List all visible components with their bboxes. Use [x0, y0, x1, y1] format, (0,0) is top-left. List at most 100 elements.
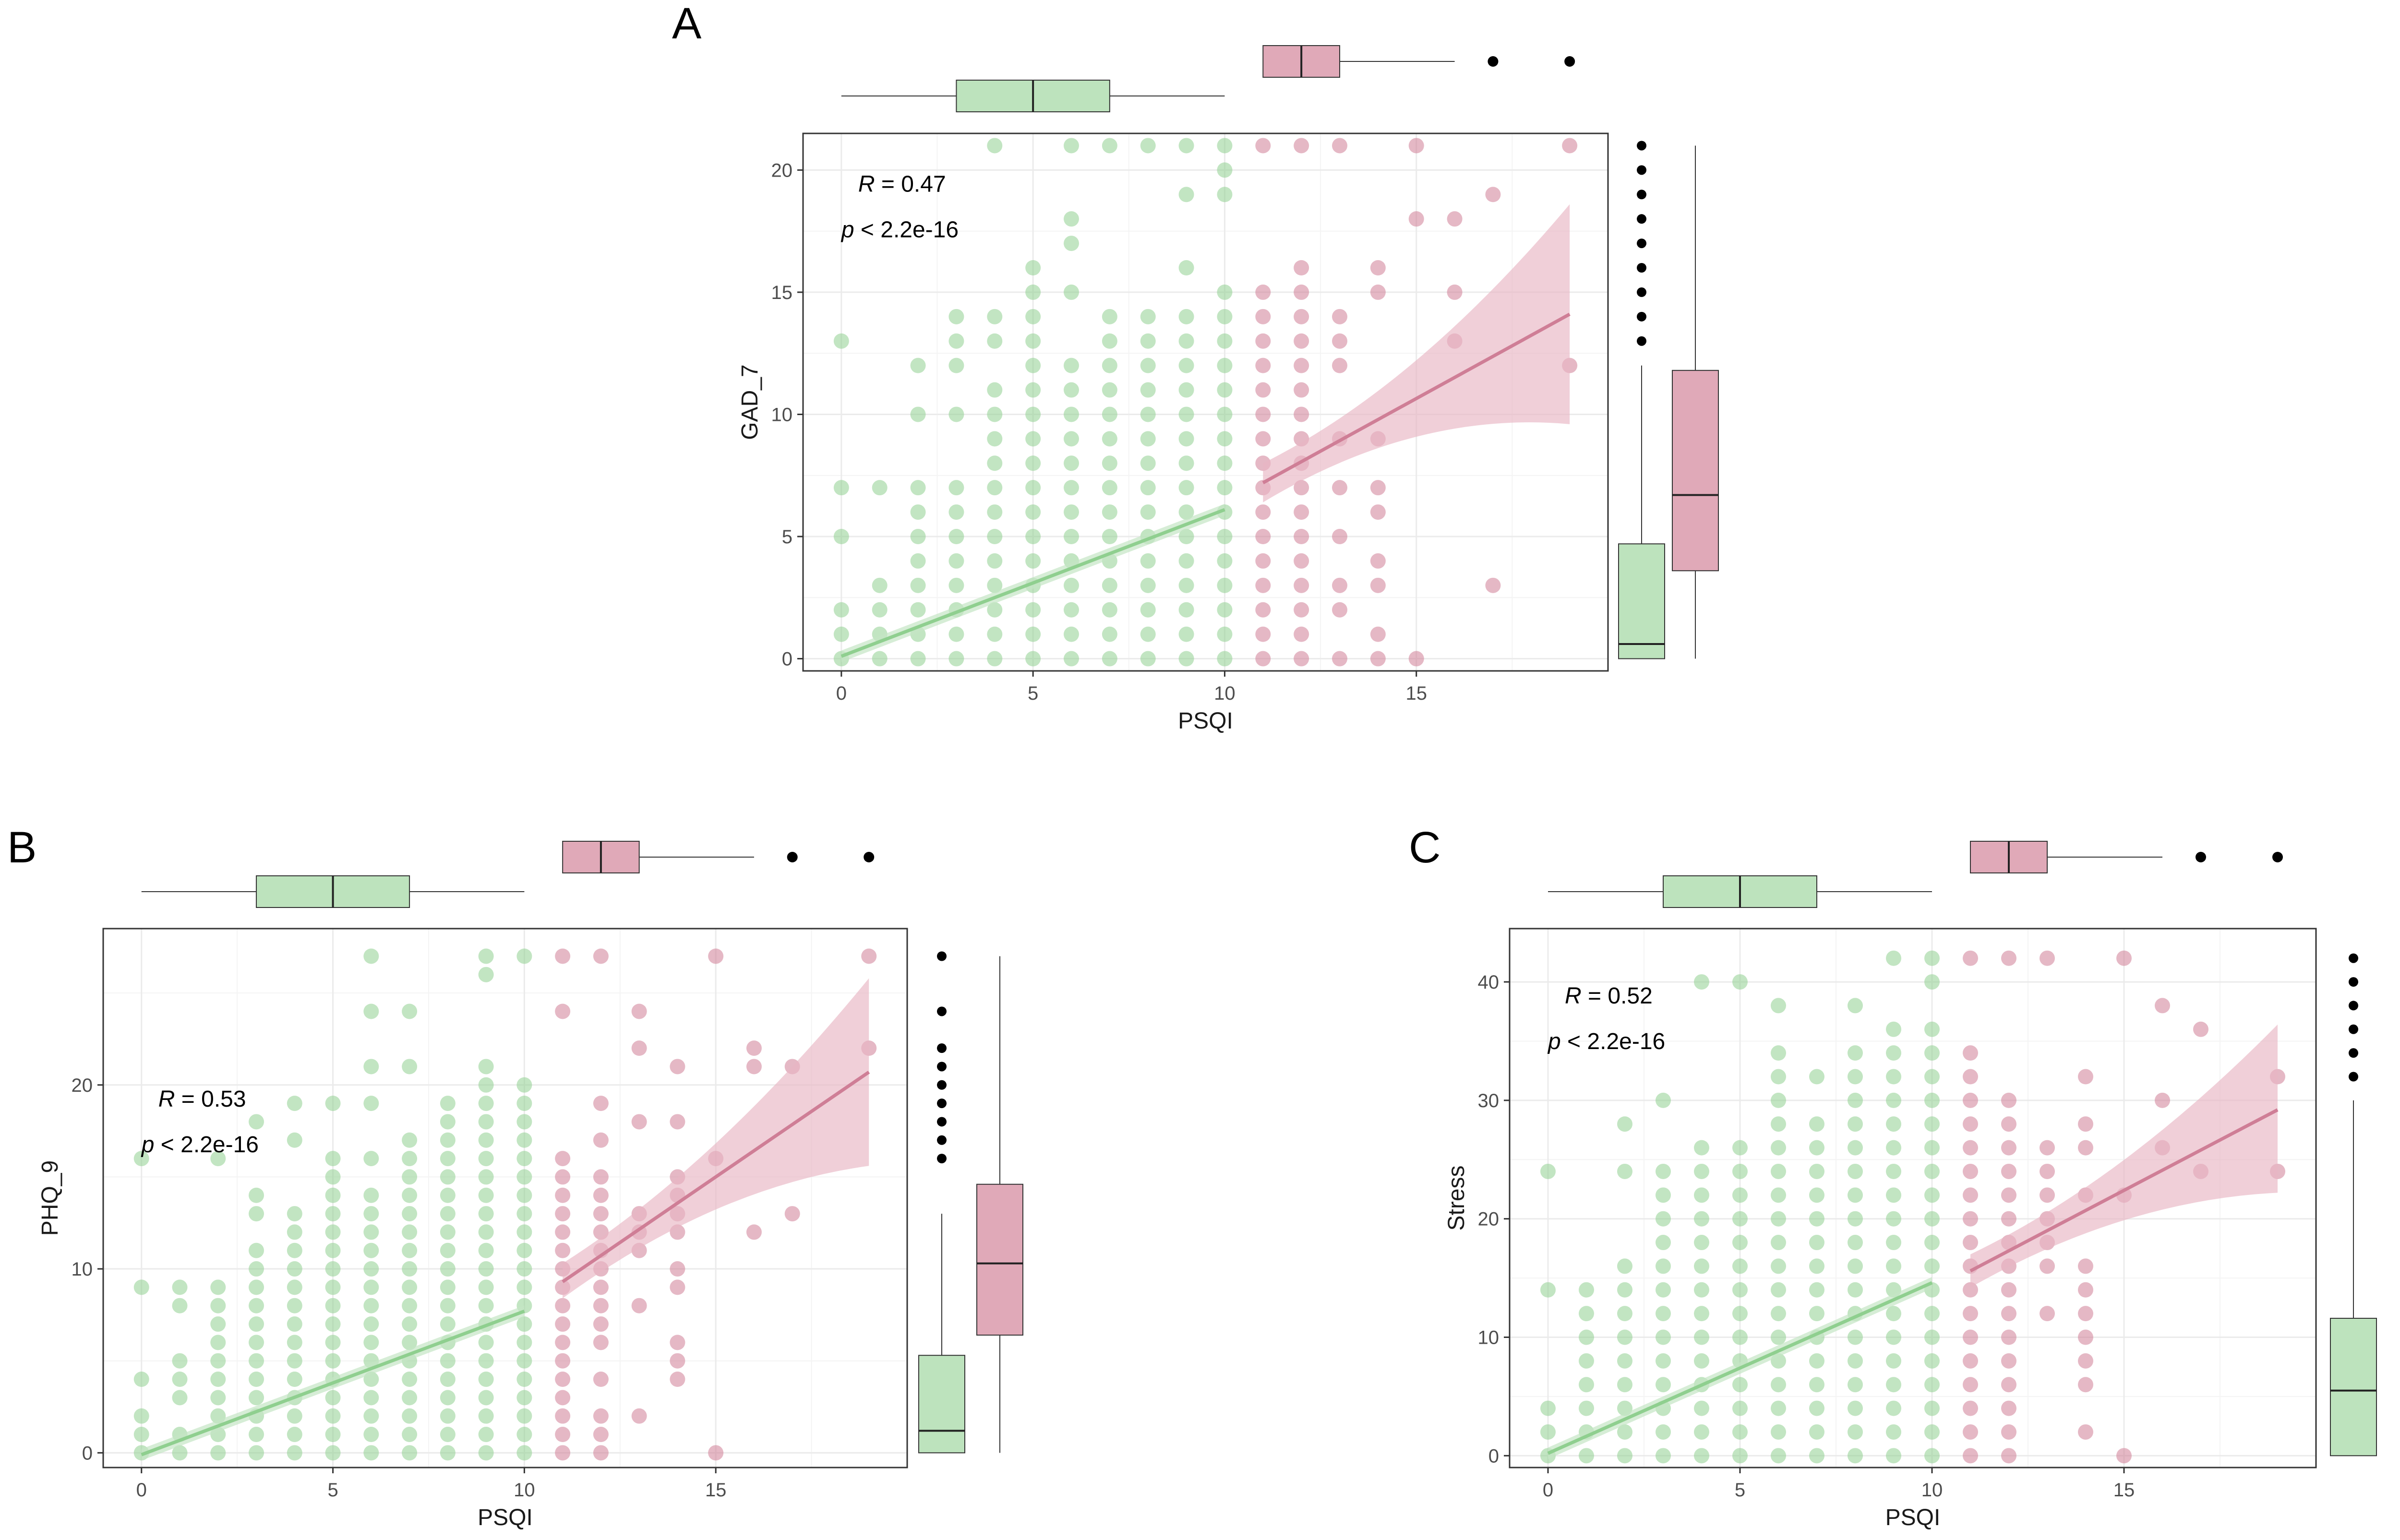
- data-point-high: [1370, 626, 1386, 642]
- data-point-low: [402, 1335, 418, 1350]
- data-point-high: [555, 1353, 571, 1369]
- panel-c: 0 5 10 15 0 10 20 30 40 PSQI Stress R = 0.52 p < 2.2…: [1409, 823, 2377, 1530]
- stat-p: p < 2.2e-16: [840, 217, 959, 242]
- data-point-low: [1178, 602, 1194, 618]
- data-point-low: [1217, 651, 1233, 667]
- data-point-high: [1963, 1377, 1978, 1393]
- panel-a: 0 5 10 15 0 5 10 15 20 PSQI GAD_7 R = 0.47 p < 2.2e-…: [672, 0, 1719, 734]
- data-point-low: [1064, 284, 1079, 300]
- data-point-high: [2001, 1400, 2016, 1416]
- data-point-low: [210, 1335, 226, 1350]
- data-point-low: [1579, 1329, 1594, 1345]
- data-point-low: [987, 553, 1003, 569]
- data-point-low: [287, 1132, 302, 1148]
- data-point-high: [2001, 1306, 2016, 1322]
- data-point-low: [440, 1372, 456, 1387]
- data-point-low: [363, 1059, 379, 1074]
- data-point-low: [987, 602, 1003, 618]
- data-point-low: [987, 529, 1003, 544]
- data-point-low: [478, 1279, 494, 1295]
- data-point-low: [1656, 1258, 1671, 1274]
- y-boxplot-low-outlier: [2349, 1048, 2358, 1058]
- data-point-low: [172, 1445, 188, 1461]
- data-point-low: [1140, 651, 1156, 667]
- data-point-high: [593, 948, 609, 964]
- data-point-low: [1656, 1282, 1671, 1298]
- data-point-low: [1771, 998, 1786, 1014]
- data-point-low: [1102, 382, 1117, 398]
- y-tick-label: 30: [1478, 1090, 1500, 1111]
- data-point-low: [1140, 333, 1156, 349]
- data-point-low: [1924, 1187, 1940, 1203]
- data-point-high: [2001, 1329, 2016, 1345]
- data-point-high: [746, 1224, 762, 1240]
- data-point-low: [1617, 1282, 1632, 1298]
- data-point-low: [1886, 1400, 1901, 1416]
- data-point-high: [1963, 950, 1978, 966]
- data-point-low: [1025, 553, 1041, 569]
- y-tick-label: 10: [771, 404, 793, 425]
- data-point-low: [478, 1427, 494, 1443]
- data-point-low: [987, 651, 1003, 667]
- data-point-high: [670, 1279, 685, 1295]
- data-point-low: [402, 1427, 418, 1443]
- data-point-low: [1140, 602, 1156, 618]
- data-point-low: [1732, 1235, 1748, 1251]
- data-point-high: [555, 1372, 571, 1387]
- data-point-low: [1886, 1211, 1901, 1227]
- data-point-low: [1064, 602, 1079, 618]
- data-point-low: [1140, 504, 1156, 520]
- data-point-low: [1656, 1448, 1671, 1464]
- data-point-low: [987, 309, 1003, 324]
- data-point-low: [1140, 309, 1156, 324]
- data-point-high: [2078, 1377, 2093, 1393]
- data-point-low: [516, 1114, 532, 1130]
- data-point-low: [1924, 1116, 1940, 1132]
- data-point-high: [1294, 553, 1309, 569]
- stat-r: R = 0.52: [1565, 983, 1653, 1009]
- fit-line-high: [562, 1071, 870, 1283]
- data-point-low: [249, 1261, 264, 1277]
- data-point-low: [1217, 602, 1233, 618]
- y-axis-title: GAD_7: [737, 364, 763, 440]
- data-point-low: [872, 651, 888, 667]
- data-point-low: [249, 1114, 264, 1130]
- data-point-low: [1809, 1187, 1824, 1203]
- data-point-low: [249, 1298, 264, 1313]
- data-point-high: [2001, 1282, 2016, 1298]
- data-point-low: [833, 626, 849, 642]
- y-boxplot-low-outlier: [1637, 239, 1646, 249]
- data-point-high: [555, 1335, 571, 1350]
- data-point-low: [987, 455, 1003, 471]
- data-point-low: [249, 1445, 264, 1461]
- data-point-low: [478, 1114, 494, 1130]
- data-point-low: [1694, 1258, 1709, 1274]
- y-boxplot-low-outlier: [2349, 1001, 2358, 1011]
- stat-p: p < 2.2e-16: [1547, 1029, 1665, 1054]
- data-point-low: [402, 1261, 418, 1277]
- data-point-low: [1732, 1187, 1748, 1203]
- data-point-low: [440, 1445, 456, 1461]
- data-point-low: [872, 602, 888, 618]
- data-point-low: [1217, 187, 1233, 203]
- data-point-low: [1025, 284, 1041, 300]
- data-point-high: [593, 1187, 609, 1203]
- data-point-high: [1294, 577, 1309, 593]
- data-point-low: [402, 1279, 418, 1295]
- data-point-high: [670, 1335, 685, 1350]
- x-axis-title: PSQI: [1178, 708, 1233, 734]
- data-point-high: [1255, 284, 1271, 300]
- y-axis-title: PHQ_9: [37, 1160, 63, 1236]
- data-point-high: [555, 1206, 571, 1222]
- y-boxplot-low-outlier: [937, 1117, 947, 1127]
- data-point-high: [1370, 553, 1386, 569]
- data-point-high: [2116, 950, 2132, 966]
- data-point-low: [1924, 1235, 1940, 1251]
- data-point-high: [1294, 626, 1309, 642]
- data-point-low: [1848, 1400, 1863, 1416]
- confidence-band-high: [1263, 204, 1570, 502]
- data-point-low: [1064, 455, 1079, 471]
- data-point-low: [1886, 1116, 1901, 1132]
- data-point-low: [1217, 455, 1233, 471]
- data-point-high: [555, 948, 571, 964]
